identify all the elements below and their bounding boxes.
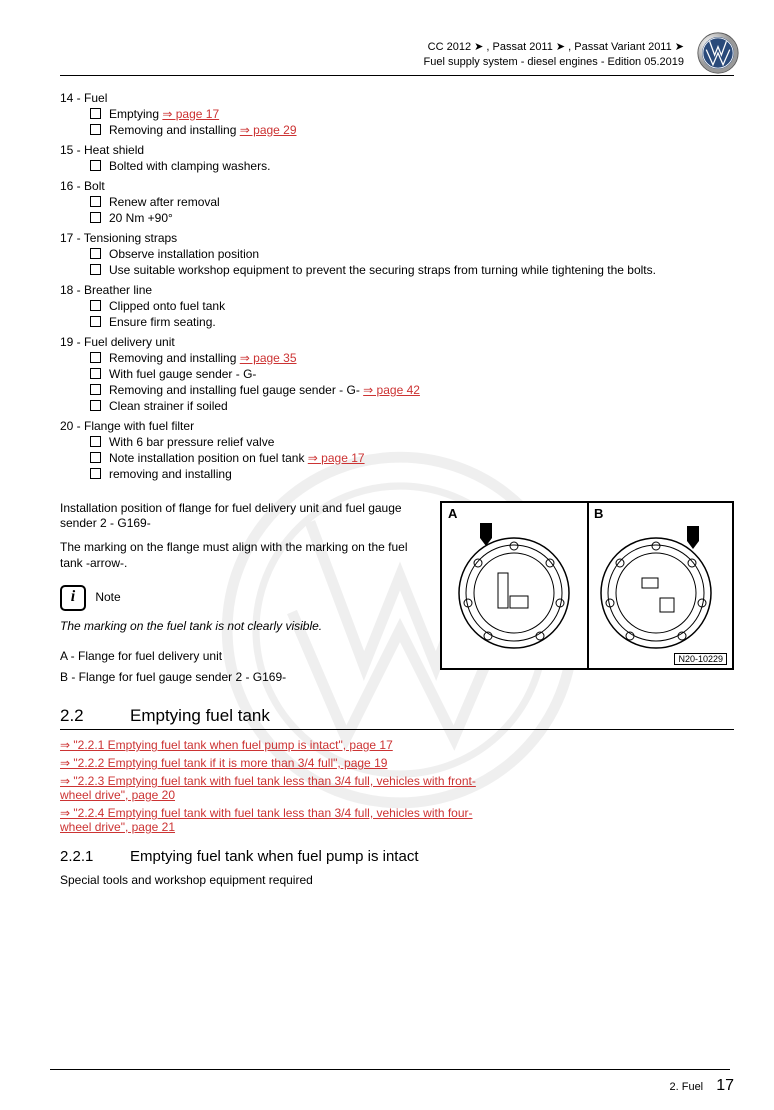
diagram-ref: N20-10229 <box>674 653 727 665</box>
note-text: The marking on the fuel tank is not clea… <box>60 619 425 635</box>
checkbox-icon <box>90 264 101 275</box>
item-sub: With 6 bar pressure relief valve <box>90 435 734 449</box>
checkbox-icon <box>90 196 101 207</box>
vw-logo-icon <box>697 32 739 74</box>
item-sub: Clean strainer if soiled <box>90 399 734 413</box>
item-sub: With fuel gauge sender - G- <box>90 367 734 381</box>
checkbox-icon <box>90 124 101 135</box>
checkbox-icon <box>90 468 101 479</box>
checkbox-icon <box>90 248 101 259</box>
flange-diagram: A B <box>440 501 734 670</box>
item-heading: 18 - Breather line <box>60 283 734 297</box>
note-label: Note <box>95 590 120 604</box>
checkbox-icon <box>90 352 101 363</box>
toc-link[interactable]: ⇒ "2.2.3 Emptying fuel tank with fuel ta… <box>60 774 490 802</box>
page-link[interactable]: ⇒ page 17 <box>308 451 365 465</box>
checkbox-icon <box>90 300 101 311</box>
item-heading: 15 - Heat shield <box>60 143 734 157</box>
header-line1: CC 2012 ➤ , Passat 2011 ➤ , Passat Varia… <box>60 40 684 55</box>
item-sub: removing and installing <box>90 467 734 481</box>
item-sub: Removing and installing fuel gauge sende… <box>90 383 734 397</box>
item-sub: 20 Nm +90° <box>90 211 734 225</box>
item-heading: 20 - Flange with fuel filter <box>60 419 734 433</box>
flange-a: A - Flange for fuel delivery unit <box>60 649 425 665</box>
info-icon: i <box>60 585 86 611</box>
item-sub: Removing and installing ⇒ page 35 <box>90 351 734 365</box>
install-para1: Installation position of flange for fuel… <box>60 501 425 532</box>
header-rule <box>60 75 734 76</box>
item-sub: Renew after removal <box>90 195 734 209</box>
item-sub: Clipped onto fuel tank <box>90 299 734 313</box>
toc-link[interactable]: ⇒ "2.2.2 Emptying fuel tank if it is mor… <box>60 756 490 770</box>
section-2-2-1-body: Special tools and workshop equipment req… <box>60 873 734 887</box>
checkbox-icon <box>90 316 101 327</box>
page-link[interactable]: ⇒ page 29 <box>240 123 297 137</box>
item-heading: 16 - Bolt <box>60 179 734 193</box>
checkbox-icon <box>90 108 101 119</box>
flange-b: B - Flange for fuel gauge sender 2 - G16… <box>60 670 425 686</box>
item-sub: Note installation position on fuel tank … <box>90 451 734 465</box>
toc-link[interactable]: ⇒ "2.2.1 Emptying fuel tank when fuel pu… <box>60 738 490 752</box>
checkbox-icon <box>90 452 101 463</box>
install-para2: The marking on the flange must align wit… <box>60 540 425 571</box>
section-2-2-1-heading: 2.2.1Emptying fuel tank when fuel pump i… <box>60 848 734 865</box>
item-sub: Observe installation position <box>90 247 734 261</box>
page-footer: 2. Fuel 17 <box>670 1077 735 1095</box>
checkbox-icon <box>90 212 101 223</box>
footer-rule <box>50 1069 730 1070</box>
item-sub: Removing and installing ⇒ page 29 <box>90 123 734 137</box>
item-sub: Emptying ⇒ page 17 <box>90 107 734 121</box>
checkbox-icon <box>90 160 101 171</box>
page-link[interactable]: ⇒ page 17 <box>162 107 219 121</box>
header-line2: Fuel supply system - diesel engines - Ed… <box>60 55 684 70</box>
section-2-2-heading: 2.2Emptying fuel tank <box>60 706 734 730</box>
page-link[interactable]: ⇒ page 35 <box>240 351 297 365</box>
checkbox-icon <box>90 384 101 395</box>
item-heading: 17 - Tensioning straps <box>60 231 734 245</box>
item-heading: 19 - Fuel delivery unit <box>60 335 734 349</box>
page-link[interactable]: ⇒ page 42 <box>363 383 420 397</box>
checkbox-icon <box>90 400 101 411</box>
item-heading: 14 - Fuel <box>60 91 734 105</box>
item-sub: Use suitable workshop equipment to preve… <box>90 263 734 277</box>
item-sub: Ensure firm seating. <box>90 315 734 329</box>
toc-link[interactable]: ⇒ "2.2.4 Emptying fuel tank with fuel ta… <box>60 806 490 834</box>
page-header: CC 2012 ➤ , Passat 2011 ➤ , Passat Varia… <box>60 40 734 71</box>
checkbox-icon <box>90 436 101 447</box>
checkbox-icon <box>90 368 101 379</box>
item-sub: Bolted with clamping washers. <box>90 159 734 173</box>
